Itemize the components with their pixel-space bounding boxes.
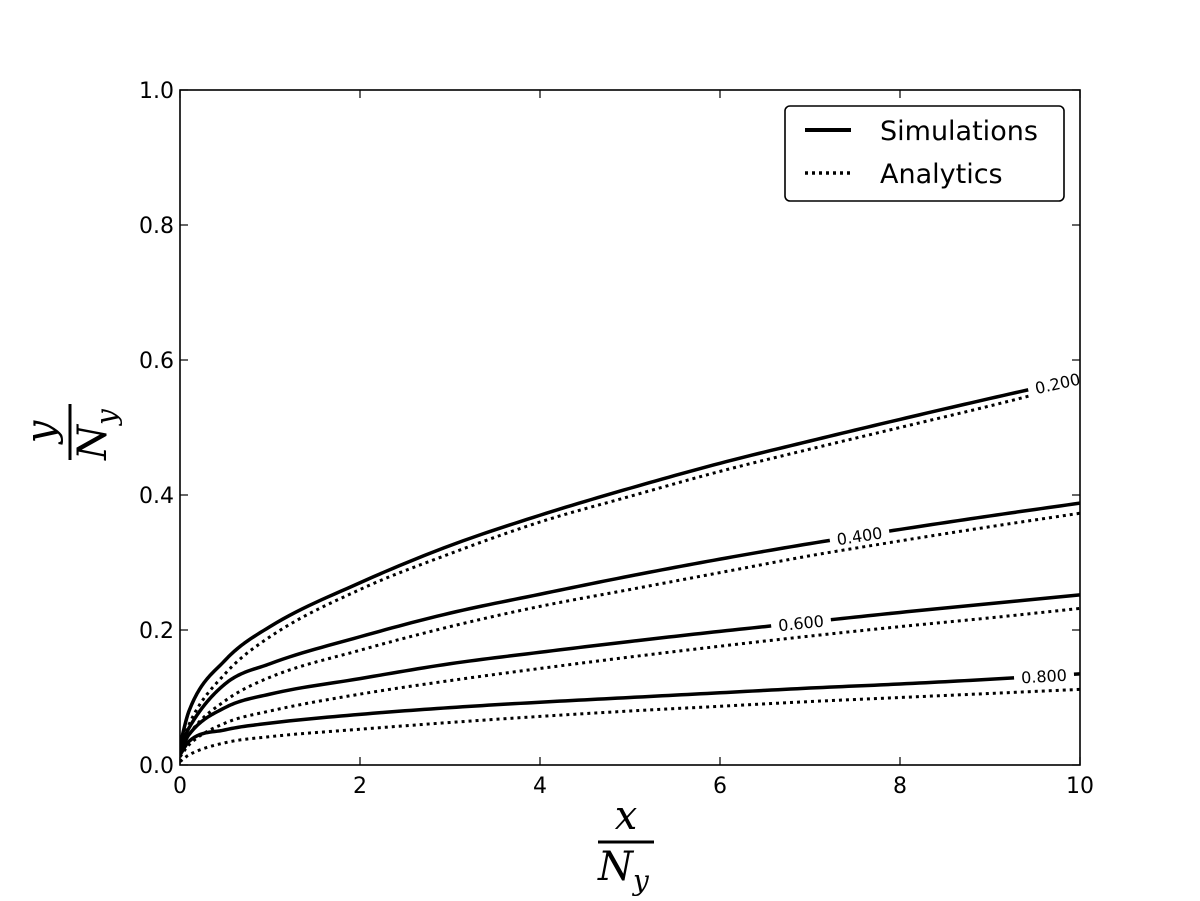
series-line-solid-0.400 — [180, 501, 1080, 749]
series-line-dotted-0.400 — [180, 511, 1080, 754]
legend: Simulations Analytics — [784, 105, 1065, 202]
series-line-dotted-0.800 — [180, 687, 1080, 763]
contour-label-0.800: 0.800 — [1013, 664, 1075, 688]
y-axis-label-denominator: Ny — [70, 408, 123, 461]
x-tick-label: 6 — [713, 774, 727, 799]
tick-layer: 0 2 4 6 8 10 0.0 0.2 0.4 0.6 0.8 1.0 — [139, 79, 1094, 799]
contour-label-gap — [828, 521, 891, 551]
series-line-solid-0.800 — [180, 672, 1080, 756]
y-axis-label-denominator-sub: y — [90, 408, 123, 427]
contour-label-text: 0.800 — [1021, 666, 1068, 688]
x-tick-label: 2 — [353, 774, 367, 799]
x-tick-label: 0 — [173, 774, 187, 799]
contour-label-gap — [770, 609, 832, 636]
x-axis-label-denominator-sub: y — [631, 864, 650, 897]
contour-label-gap — [1013, 664, 1075, 688]
series-line-solid-0.200 — [180, 376, 1080, 746]
x-tick-label: 4 — [533, 774, 547, 799]
series-line-solid-0.600 — [180, 593, 1080, 753]
y-tick-label: 0.2 — [139, 619, 174, 644]
legend-label-simulations: Simulations — [880, 116, 1038, 147]
series-layer — [180, 376, 1080, 763]
legend-box — [784, 105, 1065, 202]
y-tick-label: 0.4 — [139, 484, 174, 509]
plot-frame — [179, 89, 1081, 766]
y-tick-label: 1.0 — [139, 79, 174, 104]
x-axis-label-denominator: Ny — [597, 844, 650, 897]
x-axis-label: x Ny — [597, 793, 654, 897]
x-axis-label-denominator-base: N — [597, 844, 635, 890]
contour-label-layer: 0.200 0.400 0.600 0.800 — [770, 366, 1089, 688]
series-line-dotted-0.600 — [180, 606, 1080, 758]
contour-label-0.400: 0.400 — [828, 521, 891, 551]
y-axis-label: y Ny — [18, 404, 123, 461]
y-axis-label-denominator-base: N — [70, 423, 116, 461]
series-line-dotted-0.200 — [180, 381, 1080, 752]
contour-label-text: 0.200 — [1033, 369, 1082, 398]
y-tick-label: 0.6 — [139, 349, 174, 374]
y-tick-label: 0.8 — [139, 214, 174, 239]
legend-label-analytics: Analytics — [880, 159, 1003, 190]
y-tick-label: 0.0 — [139, 754, 174, 779]
y-axis-label-numerator: y — [18, 419, 64, 445]
contour-label-text: 0.600 — [777, 612, 825, 636]
x-axis-label-numerator: x — [615, 793, 638, 839]
x-tick-label: 10 — [1066, 774, 1094, 799]
x-tick-label: 8 — [893, 774, 907, 799]
contour-label-0.600: 0.600 — [770, 609, 832, 636]
contour-label-gap — [1026, 366, 1089, 400]
